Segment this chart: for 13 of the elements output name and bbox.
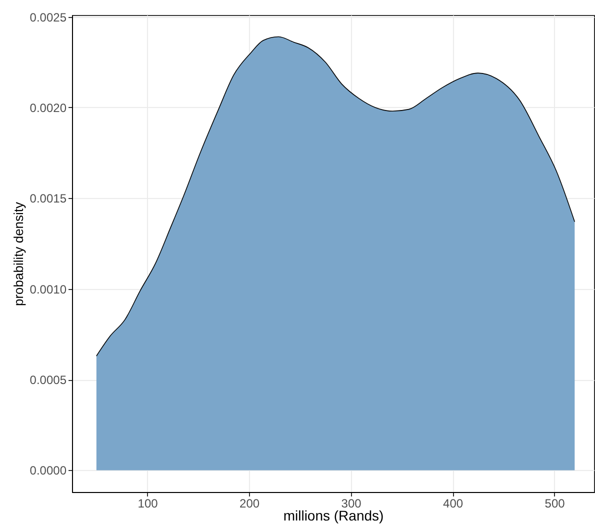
y-tick-label: 0.0020 [30,101,67,115]
x-tick-label: 300 [341,496,362,510]
x-tick-label: 500 [544,496,566,510]
x-tick-label: 100 [138,496,158,510]
x-tick-label: 400 [443,496,464,510]
x-axis-title: millions (Rands) [283,508,384,524]
y-tick-label: 0.0015 [30,192,67,206]
y-tick-label: 0.0010 [30,282,67,296]
x-tick-label: 200 [240,496,260,510]
y-tick-label: 0.0000 [30,464,67,478]
y-axis-title: probability density [10,201,26,306]
y-tick-label: 0.0005 [30,373,67,388]
y-tick-label: 0.0025 [30,10,67,24]
